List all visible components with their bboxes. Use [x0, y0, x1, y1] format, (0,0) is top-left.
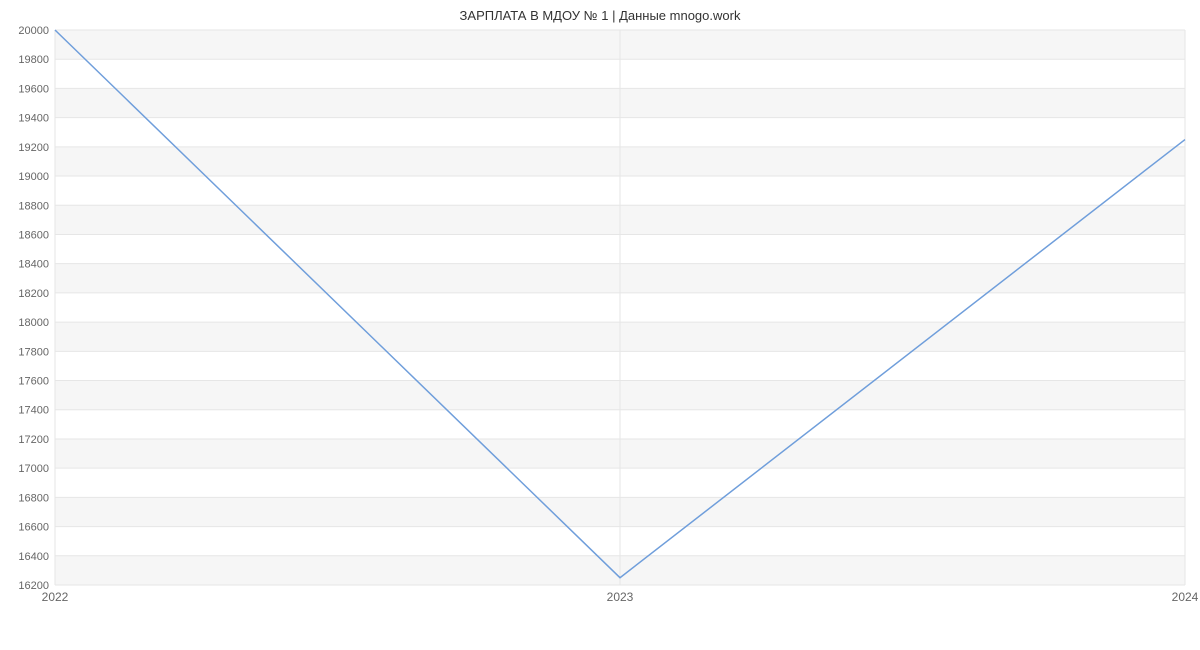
y-tick-label: 20000 — [18, 25, 49, 37]
x-tick-label: 2022 — [42, 590, 69, 604]
y-tick-label: 17000 — [18, 463, 49, 475]
chart-svg: 1620016400166001680017000172001740017600… — [55, 30, 1185, 585]
y-tick-label: 16600 — [18, 522, 49, 534]
y-tick-label: 17600 — [18, 376, 49, 388]
y-tick-label: 19400 — [18, 113, 49, 125]
y-tick-label: 19600 — [18, 83, 49, 95]
plot-area: 1620016400166001680017000172001740017600… — [55, 30, 1185, 585]
y-tick-label: 17800 — [18, 346, 49, 358]
y-tick-label: 18200 — [18, 288, 49, 300]
y-tick-label: 18600 — [18, 229, 49, 241]
y-tick-label: 18800 — [18, 200, 49, 212]
y-tick-label: 19800 — [18, 54, 49, 66]
salary-chart: ЗАРПЛАТА В МДОУ № 1 | Данные mnogo.work … — [0, 0, 1200, 650]
y-tick-label: 17200 — [18, 434, 49, 446]
x-tick-label: 2023 — [607, 590, 634, 604]
y-tick-label: 19200 — [18, 142, 49, 154]
y-tick-label: 16800 — [18, 492, 49, 504]
y-tick-label: 18400 — [18, 259, 49, 271]
y-tick-label: 17400 — [18, 405, 49, 417]
chart-title: ЗАРПЛАТА В МДОУ № 1 | Данные mnogo.work — [0, 0, 1200, 23]
y-tick-label: 18000 — [18, 317, 49, 329]
y-tick-label: 19000 — [18, 171, 49, 183]
y-tick-label: 16400 — [18, 551, 49, 563]
x-tick-label: 2024 — [1172, 590, 1199, 604]
